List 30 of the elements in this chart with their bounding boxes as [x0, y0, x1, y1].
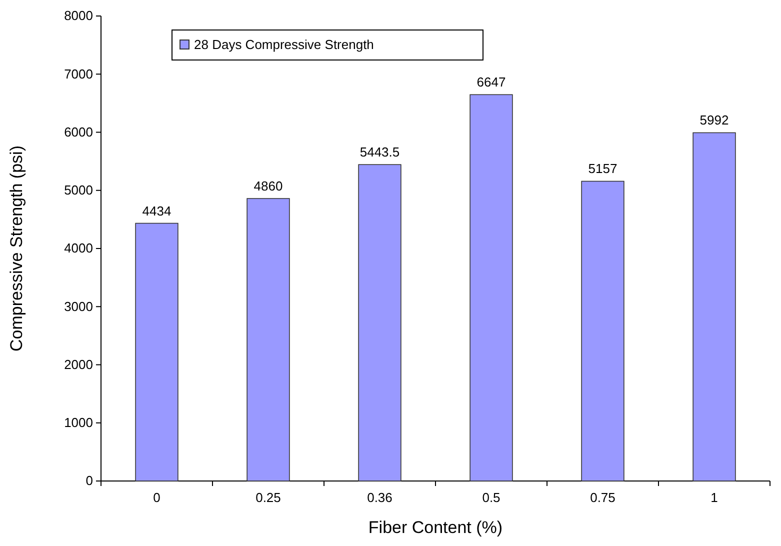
y-tick-label: 5000: [64, 182, 93, 198]
y-tick-label: 0: [86, 473, 93, 488]
data-label: 4860: [254, 178, 283, 194]
x-tick-label: 0.25: [256, 490, 281, 506]
bar: [135, 222, 178, 482]
y-axis-title: Compressive Strength (psi): [7, 146, 26, 352]
y-tick-label: 8000: [64, 8, 93, 24]
data-label: 4434: [142, 203, 172, 218]
legend-label: 28 Days Compressive Strength: [194, 37, 374, 52]
bar: [470, 94, 513, 482]
x-axis-title: Fiber Content (%): [368, 518, 503, 537]
data-label: 5992: [700, 112, 729, 128]
y-tick-label: 4000: [64, 240, 93, 256]
y-tick-label: 7000: [64, 66, 93, 82]
x-tick-label: 0: [153, 490, 160, 506]
y-tick-label: 1000: [64, 415, 93, 430]
bar: [581, 180, 624, 482]
data-label: 5443.5: [360, 144, 400, 160]
y-tick-label: 6000: [64, 124, 93, 140]
x-tick-label: 0.36: [367, 490, 392, 506]
bar: [692, 132, 736, 482]
x-tick-label: 1: [710, 490, 718, 506]
x-tick-label: 0.75: [590, 490, 616, 506]
bar: [246, 198, 290, 482]
x-tick-label: 0.5: [482, 490, 500, 506]
y-tick-label: 2000: [64, 356, 93, 372]
bar: [358, 164, 402, 482]
data-label: 5157: [588, 161, 618, 176]
data-label: 6647: [476, 74, 506, 90]
y-tick-label: 3000: [64, 298, 93, 314]
